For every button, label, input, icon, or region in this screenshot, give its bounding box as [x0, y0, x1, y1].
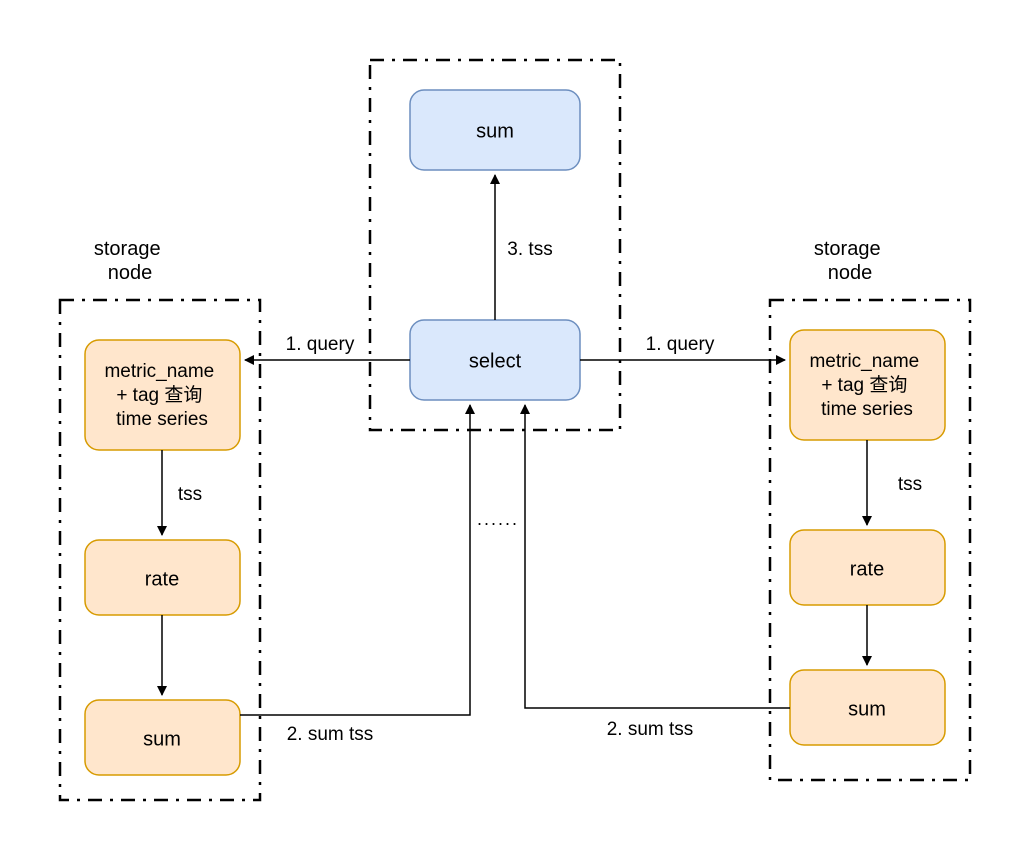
ellipsis: ......	[477, 509, 519, 529]
node-select-label: select	[469, 350, 522, 372]
edge-sum-l-to-select	[240, 405, 470, 715]
edge-sum-l-to-select-label: 2. sum tss	[287, 724, 374, 745]
group-left-label: storage node	[94, 238, 166, 284]
group-right-label: storage node	[814, 238, 886, 284]
node-sum-top-label: sum	[476, 120, 514, 142]
node-rate-right-label: rate	[850, 558, 884, 580]
edge-select-to-metric-r-label: 1. query	[646, 334, 715, 355]
edge-sum-r-to-select	[525, 405, 790, 708]
edge-select-to-metric-l-label: 1. query	[286, 334, 355, 355]
node-metric-right-label: metric_name + tag 查询 time series	[809, 351, 924, 420]
node-sum-right-label: sum	[848, 698, 886, 720]
diagram-canvas: storage node storage node sum select met…	[0, 0, 1028, 858]
node-metric-left-label: metric_name + tag 查询 time series	[104, 361, 219, 430]
edge-select-to-sumtop-label: 3. tss	[507, 239, 552, 260]
edge-metric-l-to-rate-l-label: tss	[178, 484, 202, 505]
node-sum-left-label: sum	[143, 728, 181, 750]
edge-metric-r-to-rate-r-label: tss	[898, 474, 922, 495]
edge-sum-r-to-select-label: 2. sum tss	[607, 719, 694, 740]
node-rate-left-label: rate	[145, 568, 179, 590]
